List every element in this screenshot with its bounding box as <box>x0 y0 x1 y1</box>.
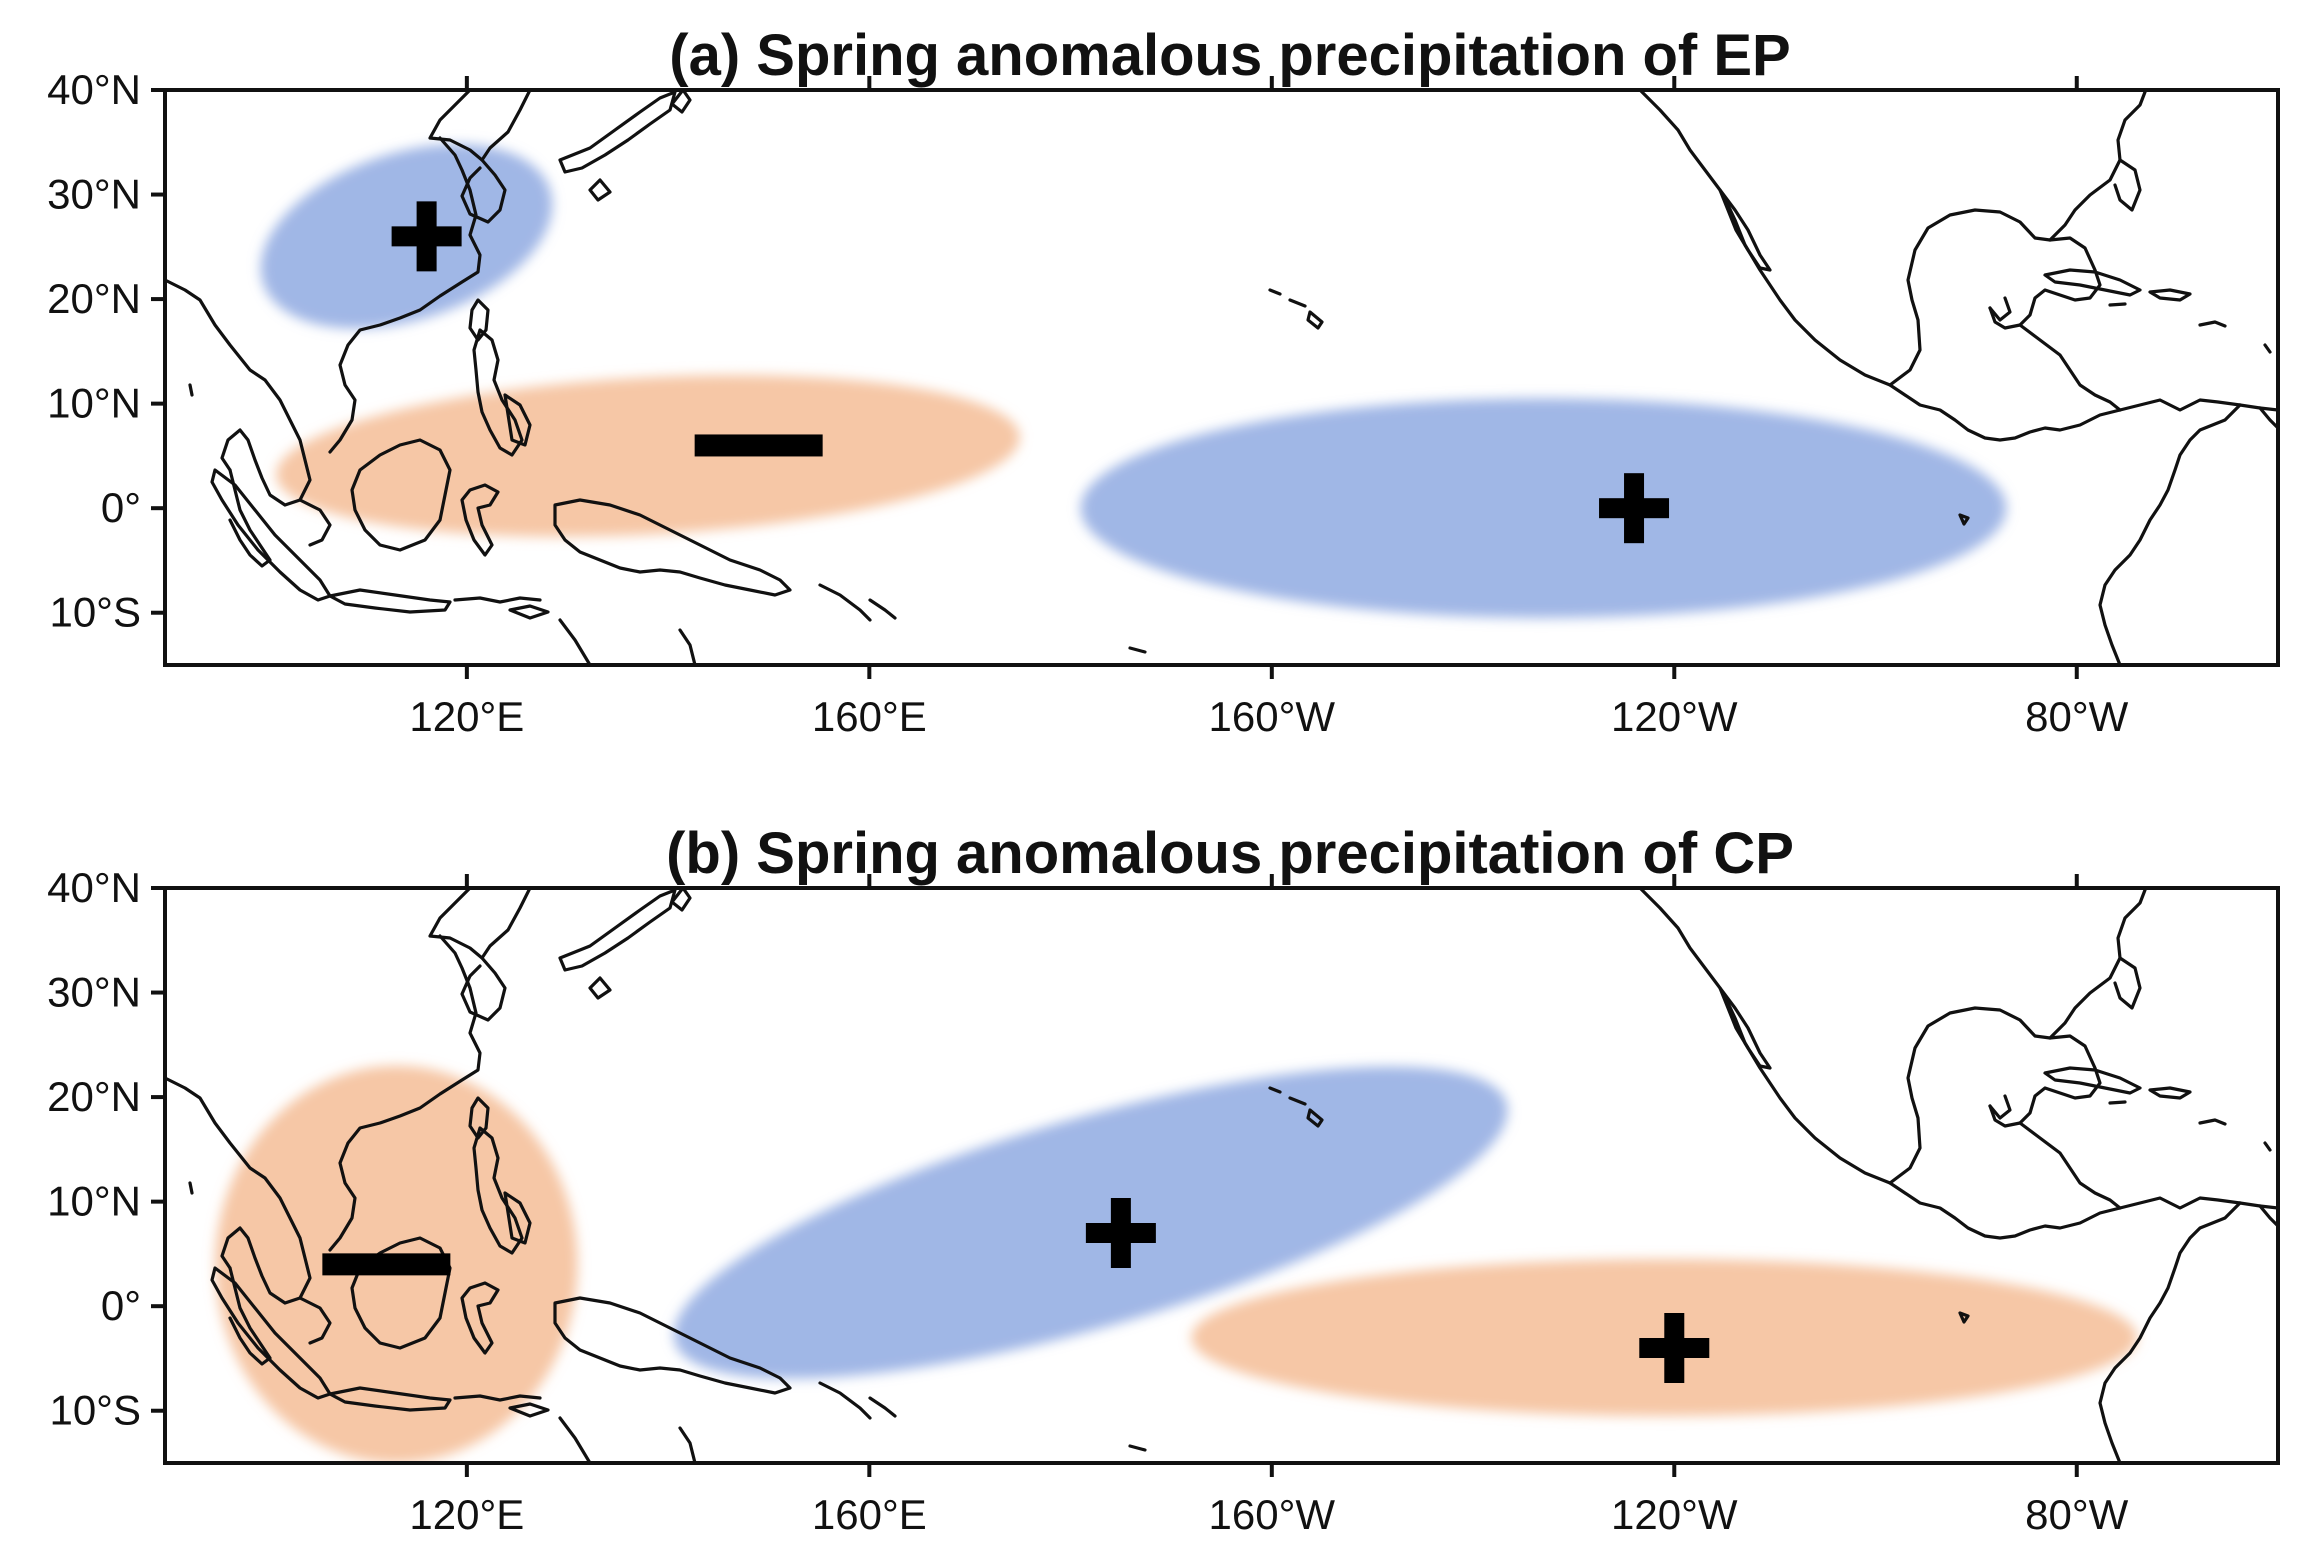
panel-a-y-tick-label-3: 20°N <box>47 275 141 322</box>
panel-b-minus-sign-1 <box>322 1253 451 1276</box>
panel-b-title: (b) Spring anomalous precipitation of CP <box>666 821 1794 886</box>
panel-a-x-tick-label-1: 120°E <box>409 693 524 740</box>
panel-a-frame <box>163 88 2280 667</box>
panel-b-y-axis: 40°N 30°N 20°N 10°N 0° 10°S <box>47 864 165 1434</box>
panel-a-anomaly-negative-2 <box>276 375 1020 537</box>
panel-a-plus-sign-3 <box>1599 473 1670 544</box>
panel-a-y-tick-label-5: 0° <box>101 484 141 531</box>
panel-b-x-axis: 120°E 160°E 160°W 120°W 80°W <box>409 874 2129 1538</box>
panel-a-y-tick-label-4: 10°N <box>47 380 141 427</box>
panel-b-anomaly-positive-2 <box>673 1066 1508 1379</box>
panel-b-y-tick-label-6: 10°S <box>49 1387 141 1434</box>
panel-a-x-tick-label-5: 80°W <box>2025 693 2129 740</box>
panel-a-x-tick-label-4: 120°W <box>1611 693 1738 740</box>
panel-b-x-tick-label-5: 80°W <box>2025 1491 2129 1538</box>
panel-b-anomaly-negative-3 <box>1191 1259 2138 1416</box>
panel-b-x-tick-label-4: 120°W <box>1611 1491 1738 1538</box>
panel-a-minus-sign-2 <box>694 434 823 457</box>
panel-a-x-tick-label-3: 160°W <box>1209 693 1336 740</box>
panel-a-anomalies <box>260 144 2007 618</box>
panel-a: (a) Spring anomalous precipitation of EP… <box>47 23 2280 740</box>
panel-b-plus-sign-2 <box>1085 1198 1156 1268</box>
panel-b-x-tick-label-3: 160°W <box>1209 1491 1336 1538</box>
panel-b-anomalies <box>215 1065 2138 1463</box>
panel-b-y-tick-label-5: 0° <box>101 1282 141 1329</box>
panel-a-plus-sign-1 <box>391 201 462 272</box>
panel-a-anomaly-positive-3 <box>1080 398 2007 618</box>
panel-b-y-tick-label-2: 30°N <box>47 969 141 1016</box>
panel-a-x-axis: 120°E 160°E 160°W 120°W 80°W <box>409 76 2129 740</box>
panel-a-title: (a) Spring anomalous precipitation of EP <box>669 23 1790 88</box>
panel-b-y-tick-label-3: 20°N <box>47 1073 141 1120</box>
panel-a-sign-markers <box>391 201 1670 544</box>
panel-a-y-axis: 40°N 30°N 20°N 10°N 0° 10°S <box>47 66 165 636</box>
panel-a-y-tick-label-1: 40°N <box>47 66 141 113</box>
panel-b: (b) Spring anomalous precipitation of CP… <box>47 821 2280 1538</box>
panel-a-x-tick-label-2: 160°E <box>812 693 927 740</box>
panel-a-y-tick-label-6: 10°S <box>49 589 141 636</box>
panel-b-sign-markers <box>322 1198 1710 1383</box>
panel-b-x-tick-label-1: 120°E <box>409 1491 524 1538</box>
panel-a-y-tick-label-2: 30°N <box>47 171 141 218</box>
panel-b-y-tick-label-1: 40°N <box>47 864 141 911</box>
panel-b-x-tick-label-2: 160°E <box>812 1491 927 1538</box>
panel-b-frame <box>163 886 2280 1465</box>
panel-b-plus-sign-3 <box>1639 1313 1710 1383</box>
panel-b-y-tick-label-4: 10°N <box>47 1178 141 1225</box>
